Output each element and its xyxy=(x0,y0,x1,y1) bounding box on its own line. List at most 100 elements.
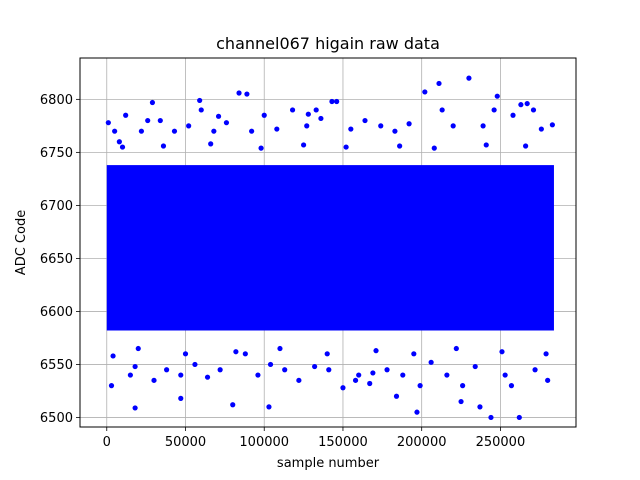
data-point xyxy=(236,90,242,96)
x-tick-label: 150000 xyxy=(318,435,368,450)
data-point xyxy=(422,89,428,95)
data-point xyxy=(460,383,466,389)
data-point xyxy=(249,128,255,134)
data-point xyxy=(233,349,239,355)
data-point xyxy=(543,351,549,357)
data-point xyxy=(329,98,335,105)
data-point xyxy=(123,112,129,118)
data-point xyxy=(171,128,178,134)
data-point xyxy=(494,93,500,99)
data-point xyxy=(204,374,211,380)
data-point xyxy=(110,353,116,359)
data-point xyxy=(211,128,217,134)
data-point xyxy=(244,91,250,97)
chart-title: channel067 higain raw data xyxy=(216,34,440,53)
data-point xyxy=(324,351,330,357)
y-tick-label: 6500 xyxy=(40,411,73,426)
x-tick-label: 100000 xyxy=(239,435,289,450)
data-point xyxy=(532,367,538,373)
data-point xyxy=(491,107,497,113)
plot-frame xyxy=(79,57,577,428)
data-point xyxy=(352,377,359,383)
y-tick-label: 6800 xyxy=(40,93,73,108)
data-point xyxy=(483,142,489,148)
data-point xyxy=(477,404,483,410)
data-point xyxy=(300,142,307,148)
data-point xyxy=(453,345,459,352)
data-point xyxy=(356,372,362,378)
x-tick-label: 0 xyxy=(103,435,111,450)
data-point xyxy=(362,117,368,124)
data-point xyxy=(282,367,288,373)
data-point xyxy=(393,393,400,399)
data-point xyxy=(334,98,340,105)
data-point xyxy=(186,123,192,129)
data-point xyxy=(215,113,222,119)
data-point xyxy=(197,97,203,104)
data-point xyxy=(312,363,318,370)
data-point xyxy=(230,402,236,408)
data-point xyxy=(274,126,280,132)
x-tick-label: 200000 xyxy=(397,435,447,450)
data-point xyxy=(105,120,111,126)
data-point xyxy=(431,145,437,151)
data-point xyxy=(436,80,442,87)
data-point xyxy=(370,370,376,376)
data-point xyxy=(428,359,434,365)
data-point xyxy=(538,126,544,132)
data-point xyxy=(318,115,324,122)
y-tick-label: 6700 xyxy=(40,199,73,214)
data-point xyxy=(135,345,141,352)
data-point xyxy=(343,144,349,150)
data-point xyxy=(267,361,274,368)
data-point xyxy=(530,107,537,113)
dense-data-band xyxy=(106,165,554,331)
data-point xyxy=(340,385,346,391)
data-point xyxy=(392,128,398,134)
data-point xyxy=(510,112,516,118)
data-point xyxy=(296,377,302,383)
data-point xyxy=(524,100,530,107)
data-point xyxy=(305,111,311,117)
data-point xyxy=(132,405,138,411)
data-point xyxy=(289,107,296,113)
data-point xyxy=(367,380,373,387)
data-point xyxy=(499,349,505,355)
data-point xyxy=(472,363,478,370)
data-point xyxy=(217,367,223,373)
data-point xyxy=(132,363,138,370)
x-axis-label: sample number xyxy=(277,456,380,471)
x-tick-label: 50000 xyxy=(165,435,206,450)
data-point xyxy=(384,367,390,373)
data-point xyxy=(261,112,267,118)
data-point xyxy=(304,123,310,129)
data-point xyxy=(348,126,354,132)
data-point xyxy=(400,372,406,378)
data-point xyxy=(112,128,118,134)
data-point xyxy=(119,144,126,150)
data-point xyxy=(151,377,157,383)
dense-band-fill xyxy=(106,165,554,331)
data-point xyxy=(450,123,456,129)
data-point xyxy=(406,121,412,127)
data-point xyxy=(488,414,494,421)
y-tick-label: 6650 xyxy=(40,252,73,267)
data-point xyxy=(277,345,283,352)
data-point xyxy=(208,141,214,147)
x-tick-label: 250000 xyxy=(476,435,526,450)
data-point xyxy=(313,107,319,113)
data-point xyxy=(411,351,417,357)
data-point xyxy=(242,351,248,357)
data-point xyxy=(223,120,230,126)
data-point xyxy=(549,122,555,128)
data-point xyxy=(198,107,204,113)
data-point xyxy=(516,414,522,421)
data-point xyxy=(466,75,472,81)
data-points xyxy=(105,75,555,421)
data-point xyxy=(545,377,551,383)
data-point xyxy=(149,99,156,106)
data-point xyxy=(397,143,403,149)
data-point xyxy=(480,123,486,129)
data-point xyxy=(164,367,170,373)
